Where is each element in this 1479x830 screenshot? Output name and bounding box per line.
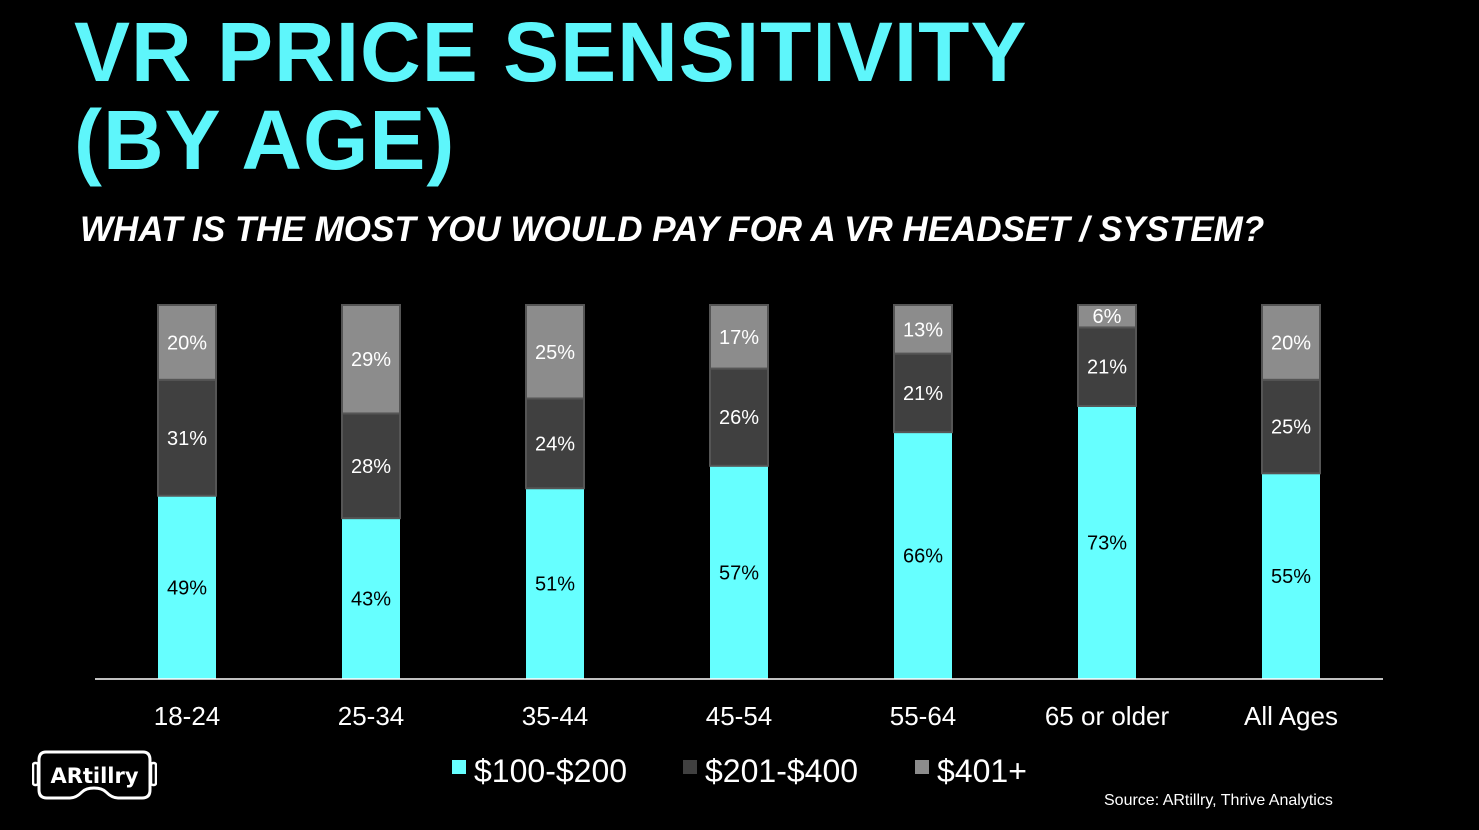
data-label: 66% [903,546,943,568]
source-note: Source: ARtillry, Thrive Analytics [1104,792,1333,809]
bar-segment [1261,304,1321,381]
data-label: 24% [535,433,575,455]
bar-segment [1261,378,1321,475]
bar-segment [710,465,768,679]
chart-subtitle: WHAT IS THE MOST YOU WOULD PAY FOR A VR … [80,210,1265,249]
bar-segment [894,432,952,679]
data-label: 21% [903,383,943,405]
bar-segment [341,412,401,520]
title-line-2: (BY AGE) [74,93,456,187]
data-label: 21% [1087,357,1127,379]
bar-segment [525,304,585,400]
category-label: 45-54 [706,701,773,731]
data-label: 57% [719,562,759,584]
legend-label: $100-$200 [474,753,627,789]
data-label: 29% [351,349,391,371]
legend-swatch [452,760,466,774]
svg-text:ARtillry: ARtillry [50,764,138,788]
bar-segment [709,304,769,370]
data-label: 55% [1271,566,1311,588]
data-label: 13% [903,319,943,341]
bar-segment [525,397,585,490]
data-label: 20% [1271,332,1311,354]
data-label: 28% [351,456,391,478]
legend-label: $201-$400 [705,753,858,789]
data-label: 17% [719,327,759,349]
category-label: 35-44 [522,701,589,731]
page-title: VR PRICE SENSITIVITY (BY AGE) [74,8,1028,184]
bar-segment [1077,304,1137,329]
bar-segment [893,352,953,434]
legend-swatch [683,760,697,774]
category-label: 18-24 [154,701,221,731]
data-label: 25% [1271,417,1311,439]
data-label: 20% [167,332,207,354]
bar-segment [709,367,769,467]
bar-segment [158,495,216,679]
bar-segment [157,304,217,381]
bar-segment [1262,473,1320,679]
data-label: 73% [1087,532,1127,554]
bar-segment [341,304,401,415]
data-label: 25% [535,342,575,364]
legend-swatch [915,760,929,774]
legend-label: $401+ [937,753,1027,789]
bar-segment [893,304,953,355]
bar-segment [1078,405,1136,679]
bar-segment [342,518,400,679]
bar-segment [157,378,217,497]
data-label: 6% [1093,306,1122,328]
artillry-logo: ARtillry [32,750,157,800]
category-label: 65 or older [1045,701,1170,731]
bar-segment [1077,326,1137,407]
category-label: 55-64 [890,701,957,731]
category-label: All Ages [1244,701,1338,731]
bar-segment [526,488,584,679]
title-line-1: VR PRICE SENSITIVITY [74,5,1028,99]
data-label: 31% [167,428,207,450]
data-label: 43% [351,589,391,611]
data-label: 49% [167,577,207,599]
data-label: 26% [719,407,759,429]
category-label: 25-34 [338,701,405,731]
data-label: 51% [535,574,575,596]
